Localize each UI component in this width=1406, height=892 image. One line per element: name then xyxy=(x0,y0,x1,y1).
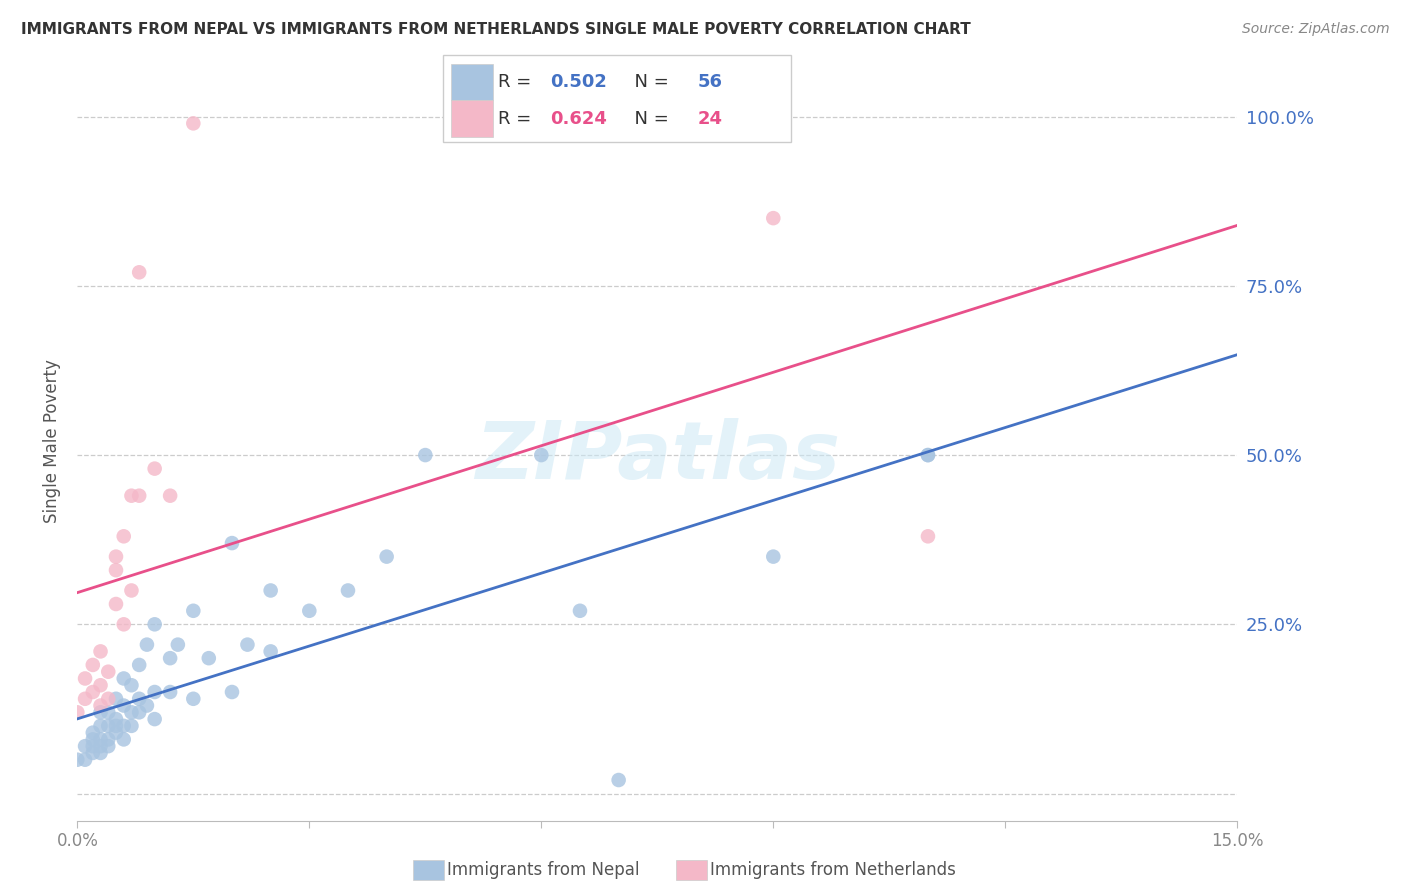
Point xyxy=(97,665,120,679)
Text: 24: 24 xyxy=(697,110,723,128)
Text: R =: R = xyxy=(498,110,537,128)
Point xyxy=(136,638,159,652)
Point xyxy=(105,691,127,706)
Point xyxy=(143,712,166,726)
Point xyxy=(112,617,135,632)
Point xyxy=(112,529,135,543)
Point xyxy=(90,746,111,760)
Point xyxy=(530,448,553,462)
Point xyxy=(183,116,205,130)
Point xyxy=(221,685,243,699)
Point xyxy=(159,685,181,699)
Point xyxy=(128,691,150,706)
Point xyxy=(166,638,188,652)
Point xyxy=(128,657,150,672)
Point xyxy=(159,651,181,665)
Point xyxy=(121,583,143,598)
Point xyxy=(337,583,360,598)
Point xyxy=(82,746,104,760)
Point xyxy=(82,725,104,739)
Point xyxy=(143,461,166,475)
Point xyxy=(82,739,104,754)
Point xyxy=(121,706,143,720)
Point xyxy=(221,536,243,550)
Point xyxy=(121,489,143,503)
Point xyxy=(917,448,939,462)
Point xyxy=(105,725,127,739)
Text: Source: ZipAtlas.com: Source: ZipAtlas.com xyxy=(1241,22,1389,37)
Text: R =: R = xyxy=(498,73,537,91)
Point xyxy=(762,211,785,226)
Point xyxy=(82,685,104,699)
Point xyxy=(128,265,150,279)
Point xyxy=(143,617,166,632)
Point xyxy=(90,739,111,754)
Point xyxy=(917,448,939,462)
Point xyxy=(75,672,96,686)
Point xyxy=(90,706,111,720)
Point xyxy=(66,706,89,720)
Point xyxy=(97,739,120,754)
Point xyxy=(112,698,135,713)
Text: 56: 56 xyxy=(697,73,723,91)
Point xyxy=(97,706,120,720)
Point xyxy=(112,732,135,747)
Point xyxy=(97,719,120,733)
Point xyxy=(97,691,120,706)
Point xyxy=(236,638,259,652)
Point xyxy=(66,753,89,767)
Text: N =: N = xyxy=(623,110,673,128)
Text: ZIPatlas: ZIPatlas xyxy=(475,417,839,496)
Point xyxy=(183,691,205,706)
Point xyxy=(413,448,436,462)
Point xyxy=(260,644,283,658)
FancyBboxPatch shape xyxy=(451,64,492,100)
Point xyxy=(97,732,120,747)
Point xyxy=(75,691,96,706)
Point xyxy=(82,732,104,747)
Text: Immigrants from Netherlands: Immigrants from Netherlands xyxy=(710,861,956,879)
Point xyxy=(90,698,111,713)
Point xyxy=(159,489,181,503)
Point xyxy=(917,529,939,543)
Point xyxy=(607,772,630,787)
Point xyxy=(128,706,150,720)
Point xyxy=(143,685,166,699)
Point xyxy=(121,719,143,733)
Point xyxy=(112,719,135,733)
Text: 0.624: 0.624 xyxy=(551,110,607,128)
FancyBboxPatch shape xyxy=(443,55,790,142)
Point xyxy=(75,753,96,767)
Point xyxy=(183,604,205,618)
Text: 0.502: 0.502 xyxy=(551,73,607,91)
Point xyxy=(105,549,127,564)
Point xyxy=(90,732,111,747)
Point xyxy=(82,657,104,672)
Point xyxy=(105,563,127,577)
Point xyxy=(90,719,111,733)
Point xyxy=(375,549,398,564)
Point xyxy=(90,678,111,692)
FancyBboxPatch shape xyxy=(451,100,492,136)
Text: Immigrants from Nepal: Immigrants from Nepal xyxy=(447,861,640,879)
Point xyxy=(762,549,785,564)
Point xyxy=(128,489,150,503)
Text: IMMIGRANTS FROM NEPAL VS IMMIGRANTS FROM NETHERLANDS SINGLE MALE POVERTY CORRELA: IMMIGRANTS FROM NEPAL VS IMMIGRANTS FROM… xyxy=(21,22,970,37)
Y-axis label: Single Male Poverty: Single Male Poverty xyxy=(44,359,62,524)
Point xyxy=(112,672,135,686)
Point xyxy=(105,597,127,611)
Point xyxy=(90,644,111,658)
Point xyxy=(105,719,127,733)
Point xyxy=(260,583,283,598)
Point xyxy=(121,678,143,692)
Point xyxy=(197,651,219,665)
Point xyxy=(569,604,592,618)
Point xyxy=(105,712,127,726)
Point xyxy=(75,739,96,754)
Point xyxy=(136,698,159,713)
Text: N =: N = xyxy=(623,73,673,91)
Point xyxy=(298,604,321,618)
